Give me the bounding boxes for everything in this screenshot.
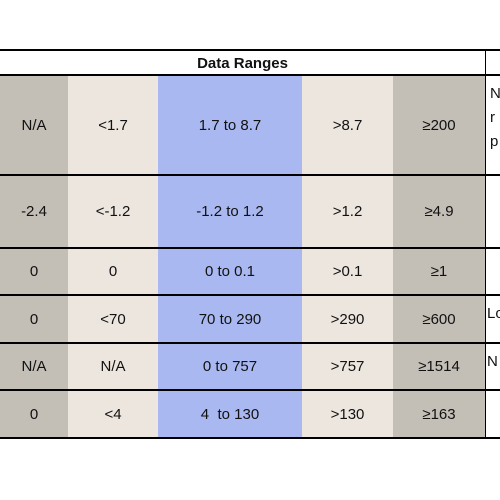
table-cell: >1.2 [302, 175, 393, 248]
cropped-note: r [490, 109, 495, 126]
row-border [0, 294, 500, 296]
row-border [0, 49, 500, 51]
table-cell: ≥200 [393, 75, 485, 175]
table-cell: N/A [0, 343, 68, 390]
table-cell: <70 [68, 295, 158, 343]
table-cell: >290 [302, 295, 393, 343]
table-cell: >130 [302, 390, 393, 438]
row-border [0, 389, 500, 391]
table-cell: ≥4.9 [393, 175, 485, 248]
table-cell: 70 to 290 [158, 295, 302, 343]
table-cell: 1.7 to 8.7 [158, 75, 302, 175]
table-cell: 0 [0, 295, 68, 343]
table-cell: >8.7 [302, 75, 393, 175]
row-border [0, 74, 500, 76]
table-cell: 4 to 130 [158, 390, 302, 438]
table-cell: N/A [68, 343, 158, 390]
table-cell: N/A [0, 75, 68, 175]
column-border [485, 49, 486, 438]
table-cell: >757 [302, 343, 393, 390]
table-cell: 0 [0, 390, 68, 438]
table-cell: ≥600 [393, 295, 485, 343]
table-cell: ≥1 [393, 248, 485, 295]
table-cell: 0 to 0.1 [158, 248, 302, 295]
row-border [0, 342, 500, 344]
table-cell: <-1.2 [68, 175, 158, 248]
row-border [0, 437, 500, 439]
table-cell: 0 [0, 248, 68, 295]
cropped-note: N [490, 85, 500, 102]
table-cell: ≥163 [393, 390, 485, 438]
table-cell: 0 to 757 [158, 343, 302, 390]
row-border [0, 247, 500, 249]
table-cell: <4 [68, 390, 158, 438]
cropped-note: Lo [487, 305, 500, 322]
table-cell: -1.2 to 1.2 [158, 175, 302, 248]
table-cell: ≥1514 [393, 343, 485, 390]
cropped-note: p [490, 133, 499, 150]
table-cell: >0.1 [302, 248, 393, 295]
table-title: Data Ranges [197, 54, 288, 72]
table-cell: <1.7 [68, 75, 158, 175]
row-border [0, 174, 500, 176]
table-cell: 0 [68, 248, 158, 295]
cropped-note: N [487, 353, 498, 370]
table-cell: -2.4 [0, 175, 68, 248]
